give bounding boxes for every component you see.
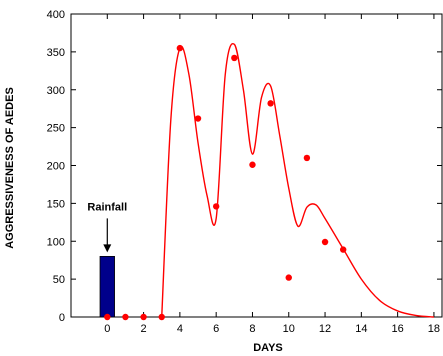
y-tick-label: 400: [47, 9, 65, 21]
observed-point: [303, 154, 311, 162]
y-tick-label: 350: [47, 47, 65, 59]
x-tick-label: 8: [249, 323, 255, 335]
x-tick-label: 4: [177, 323, 183, 335]
observed-point: [140, 313, 147, 321]
x-tick-label: 0: [104, 323, 110, 335]
x-tick-label: 10: [283, 323, 295, 335]
x-tick-label: 14: [355, 323, 367, 335]
y-tick-label: 0: [59, 312, 65, 324]
rainfall-arrow-head: [103, 244, 112, 253]
model-curve-group: [161, 42, 434, 318]
observed-point: [212, 203, 220, 210]
observed-point: [176, 44, 184, 52]
x-axis: 0 2 4 6 8 10 12 14 16 18: [104, 14, 440, 335]
x-tick-label: 2: [141, 323, 147, 335]
plot-border: [70, 13, 443, 318]
rainfall-bar: [99, 255, 115, 318]
observed-point: [194, 115, 202, 122]
model-curve: [161, 42, 434, 318]
y-tick-label: 300: [47, 85, 65, 97]
x-tick-label: 6: [213, 323, 219, 335]
observed-point: [285, 274, 292, 281]
y-tick-label: 100: [47, 236, 65, 248]
y-axis: 0 50 100 150 200 250 300 350 400: [47, 9, 442, 324]
observed-point: [321, 238, 329, 246]
observed-point: [267, 100, 274, 107]
y-tick-label: 150: [47, 198, 65, 210]
observed-points-group: [104, 44, 347, 321]
y-tick-label: 200: [47, 161, 65, 173]
observed-point: [104, 313, 111, 321]
x-axis-title: DAYS: [253, 342, 283, 354]
observed-point: [122, 313, 129, 321]
rainfall-label: Rainfall: [87, 201, 127, 213]
observed-point: [158, 313, 165, 321]
y-axis-title: AGGRESSIVENESS OF AEDES: [4, 87, 16, 249]
observed-point: [249, 161, 256, 168]
plot-frame: [70, 13, 443, 318]
observed-point: [231, 54, 238, 62]
rainfall-group: Rainfall: [87, 201, 127, 318]
x-tick-label: 12: [319, 323, 331, 335]
y-tick-label: 250: [47, 123, 65, 135]
observed-point: [339, 246, 347, 253]
x-tick-label: 16: [392, 323, 404, 335]
y-tick-label: 50: [53, 274, 65, 286]
x-tick-label: 18: [428, 323, 440, 335]
